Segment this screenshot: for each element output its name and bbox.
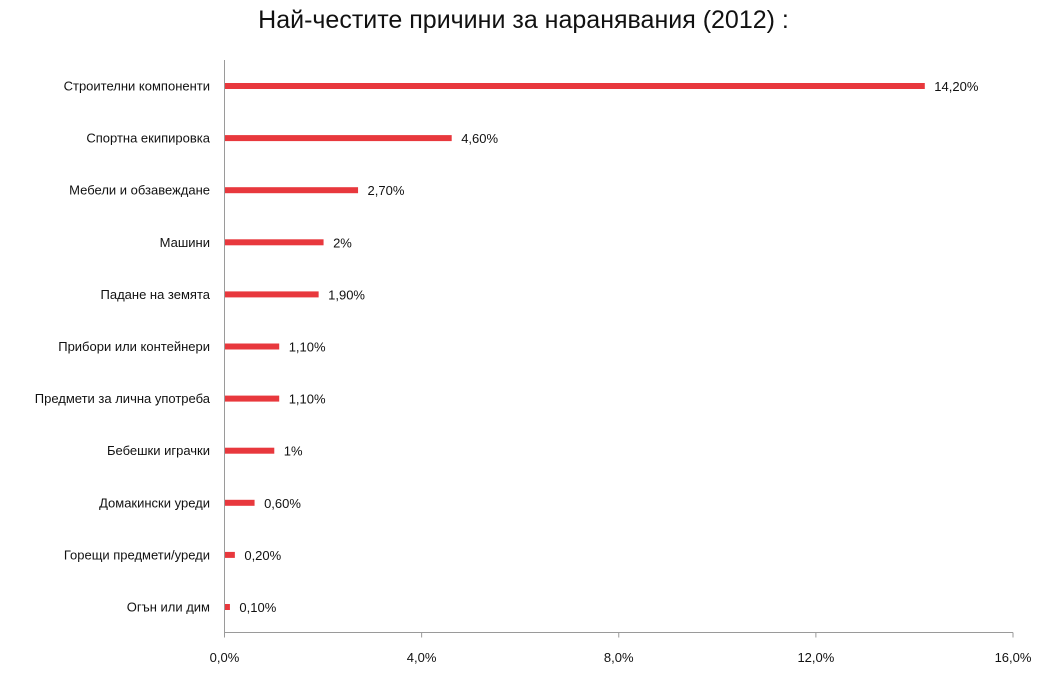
- category-label: Огън или дим: [127, 600, 210, 615]
- x-tick-label: 0,0%: [210, 650, 240, 665]
- category-label: Домакински уреди: [99, 495, 210, 510]
- category-label: Мебели и обзавеждане: [69, 183, 210, 198]
- data-label: 0,10%: [239, 600, 276, 615]
- data-label: 0,60%: [264, 496, 301, 511]
- chart-title: Най-честите причини за наранявания (2012…: [258, 6, 789, 34]
- bar: [225, 135, 452, 142]
- bar: [225, 83, 925, 89]
- x-tick-label: 16,0%: [995, 650, 1032, 665]
- data-label: 4,60%: [461, 131, 498, 146]
- bar: [225, 551, 235, 558]
- x-tick-label: 8,0%: [604, 650, 634, 665]
- data-label: 2,70%: [368, 183, 405, 198]
- category-label: Бебешки играчки: [107, 443, 210, 458]
- category-label: Горещи предмети/уреди: [64, 547, 210, 562]
- data-label: 0,20%: [244, 548, 281, 563]
- category-label: Спортна екипировка: [86, 131, 210, 146]
- data-label: 14,20%: [934, 79, 979, 94]
- data-label: 1,90%: [328, 287, 365, 302]
- x-tick-label: 4,0%: [407, 650, 437, 665]
- category-label: Машини: [160, 235, 210, 250]
- bar: [225, 291, 319, 298]
- bar: [225, 343, 280, 350]
- bar: [225, 447, 275, 454]
- bar: [225, 187, 359, 194]
- category-label: Прибори или контейнери: [58, 339, 210, 354]
- x-tick-label: 12,0%: [797, 650, 834, 665]
- bar: [225, 239, 324, 246]
- category-label: Падане на земята: [101, 287, 211, 302]
- bar: [225, 604, 230, 610]
- data-label: 1,10%: [289, 340, 326, 355]
- bar: [225, 395, 280, 402]
- bar: [225, 499, 255, 506]
- data-label: 2%: [333, 235, 352, 250]
- data-label: 1%: [284, 444, 303, 459]
- category-label: Предмети за лична употреба: [35, 391, 211, 406]
- category-label: Строителни компоненти: [64, 79, 210, 94]
- data-label: 1,10%: [289, 392, 326, 407]
